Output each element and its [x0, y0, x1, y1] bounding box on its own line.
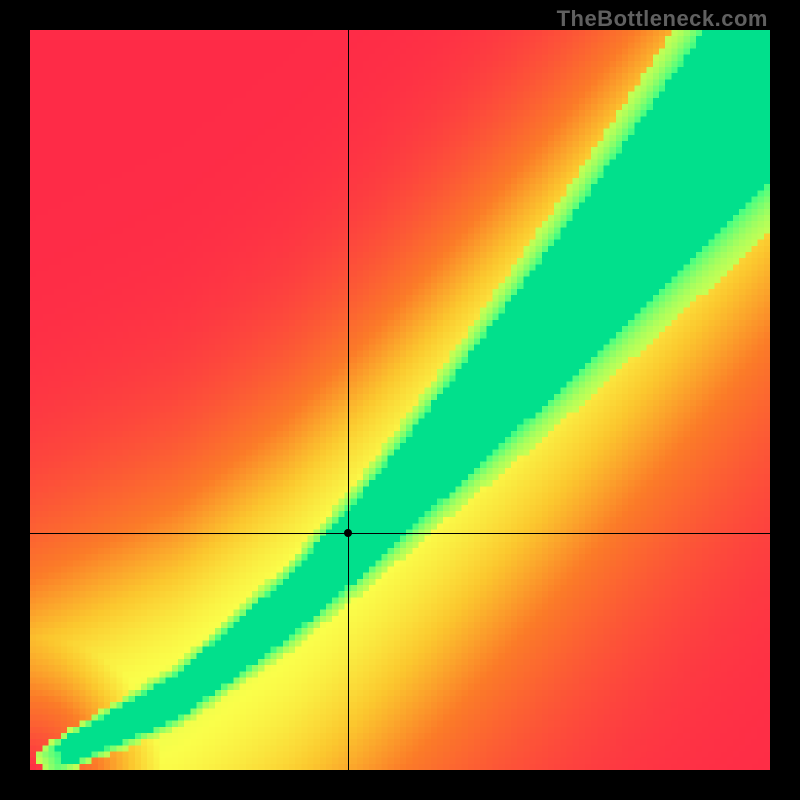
chart-frame: TheBottleneck.com [0, 0, 800, 800]
crosshair-horizontal [30, 533, 770, 534]
crosshair-vertical [348, 30, 349, 770]
heatmap-plot [30, 30, 770, 770]
heatmap-canvas [30, 30, 770, 770]
watermark-text: TheBottleneck.com [557, 6, 768, 32]
